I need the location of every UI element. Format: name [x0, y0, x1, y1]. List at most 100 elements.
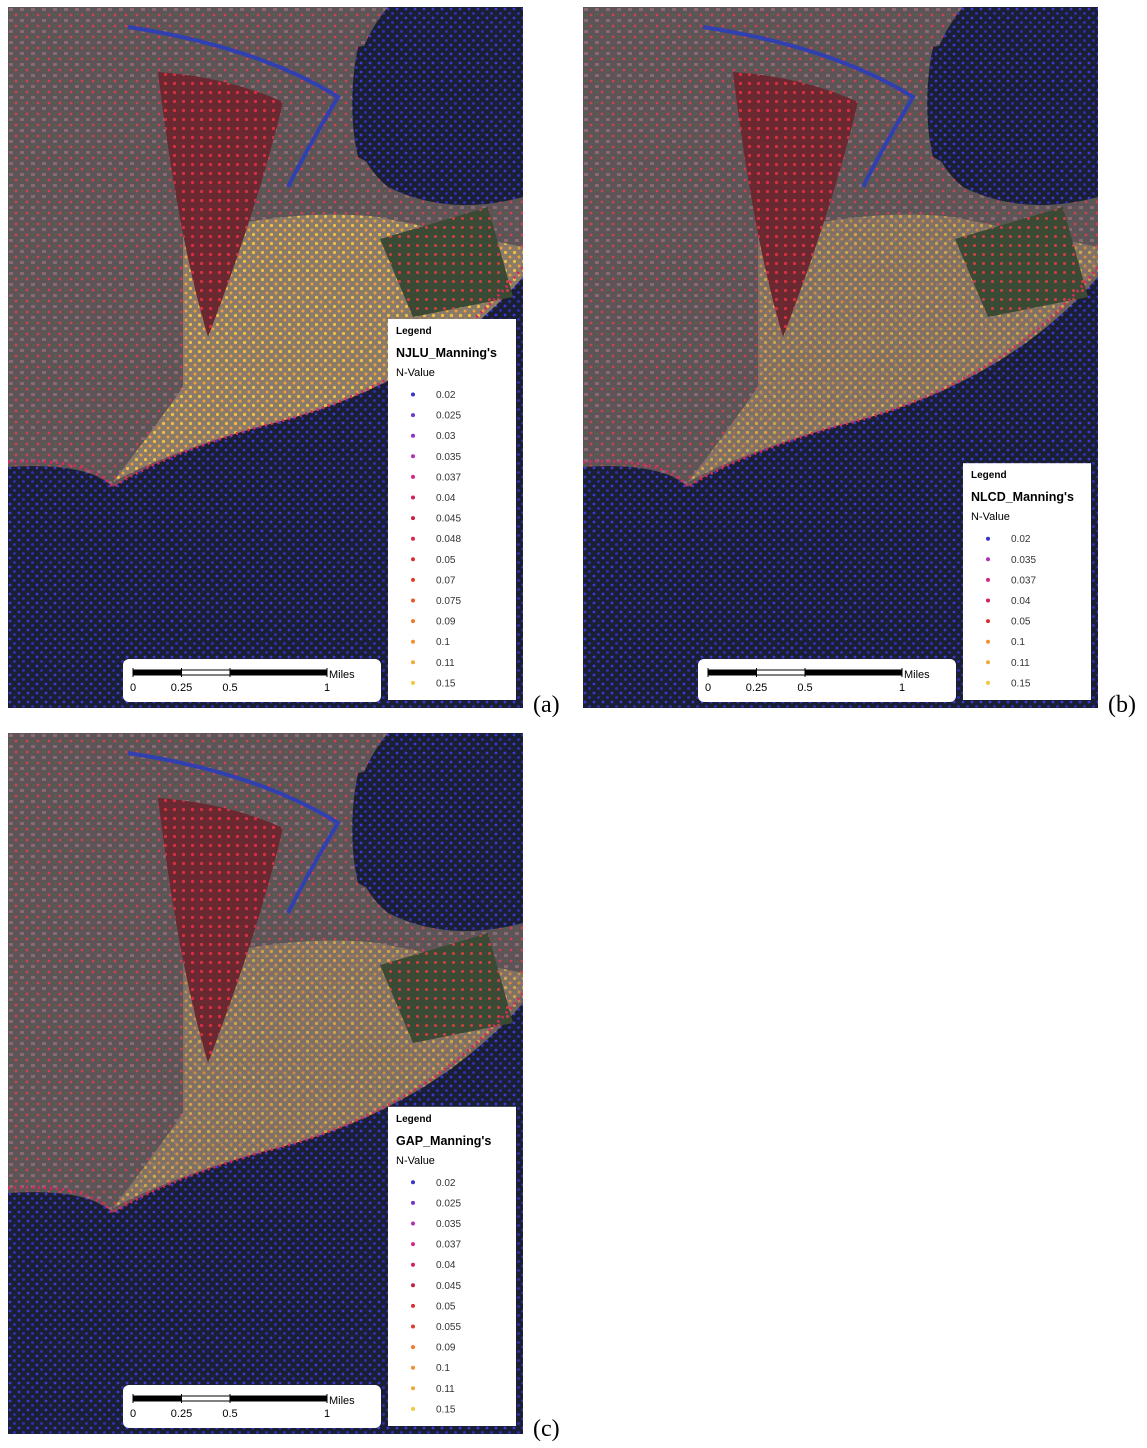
legend-label: 0.05 [1011, 617, 1031, 628]
legend-subtitle: N-Value [396, 1155, 435, 1167]
legend-swatch [411, 660, 415, 664]
legend-swatch [411, 393, 415, 397]
legend-swatch [411, 1366, 415, 1370]
legend-label: 0.037 [1011, 575, 1036, 586]
legend-swatch [986, 619, 990, 623]
legend-swatch [986, 557, 990, 561]
legend-label: 0.055 [436, 1322, 461, 1333]
legend-label: 0.04 [1011, 596, 1031, 607]
legend-swatch [986, 660, 990, 664]
legend-label: 0.04 [436, 1260, 456, 1271]
scale-segment [133, 670, 182, 675]
scale-label: 0.5 [222, 1408, 237, 1420]
scale-segment [133, 1396, 182, 1401]
legend-swatch [411, 640, 415, 644]
legend-label: 0.025 [436, 411, 461, 422]
legend-heading: Legend [396, 1114, 432, 1125]
legend-heading: Legend [396, 326, 432, 337]
scale-segment [182, 1396, 231, 1401]
legend-swatch [411, 1345, 415, 1349]
legend-subtitle: N-Value [971, 511, 1010, 523]
scale-segment [230, 670, 327, 675]
legend-label: 0.05 [436, 555, 456, 566]
scale-unit: Miles [329, 669, 355, 681]
legend-swatch [411, 1407, 415, 1411]
legend-label: 0.02 [1011, 534, 1031, 545]
legend-label: 0.07 [436, 575, 456, 586]
legend-swatch [411, 496, 415, 500]
scale-label: 0.25 [746, 682, 767, 694]
legend-label: 0.05 [436, 1301, 456, 1312]
map-panel: LegendNJLU_Manning'sN-Value0.020.0250.03… [8, 7, 523, 708]
legend-swatch [411, 1386, 415, 1390]
legend-swatch [986, 578, 990, 582]
scale-segment [708, 670, 757, 675]
legend-swatch [411, 1263, 415, 1267]
scale-unit: Miles [329, 1395, 355, 1407]
panel-label: (c) [533, 1416, 560, 1443]
legend-swatch [411, 1242, 415, 1246]
scale-label: 1 [899, 682, 905, 694]
legend-label: 0.09 [436, 617, 456, 628]
legend-swatch [986, 681, 990, 685]
scale-label: 0 [130, 1408, 136, 1420]
scale-unit: Miles [904, 669, 930, 681]
legend-label: 0.035 [436, 1219, 461, 1230]
legend-label: 0.048 [436, 534, 461, 545]
scale-label: 0 [705, 682, 711, 694]
legend-subtitle: N-Value [396, 367, 435, 379]
legend-label: 0.075 [436, 596, 461, 607]
legend-label: 0.045 [436, 1281, 461, 1292]
legend-swatch [411, 599, 415, 603]
scale-label: 0.5 [222, 682, 237, 694]
legend-heading: Legend [971, 470, 1007, 481]
scale-label: 0.25 [171, 682, 192, 694]
legend-label: 0.02 [436, 390, 456, 401]
legend-swatch [411, 434, 415, 438]
scale-label: 1 [324, 682, 330, 694]
legend-swatch [411, 413, 415, 417]
legend-label: 0.1 [436, 1363, 450, 1374]
legend-label: 0.025 [436, 1198, 461, 1209]
legend-label: 0.09 [436, 1343, 456, 1354]
legend-swatch [411, 454, 415, 458]
legend-label: 0.037 [436, 1240, 461, 1251]
legend-label: 0.11 [436, 1384, 455, 1395]
legend-label: 0.04 [436, 493, 456, 504]
legend-title: NJLU_Manning's [396, 346, 497, 360]
scale-segment [182, 670, 231, 675]
legend-label: 0.1 [436, 637, 450, 648]
legend-label: 0.15 [436, 1404, 456, 1415]
scale-label: 0.25 [171, 1408, 192, 1420]
scale-label: 0 [130, 682, 136, 694]
panel-label: (a) [533, 692, 560, 719]
legend-swatch [411, 1222, 415, 1226]
legend-swatch [411, 681, 415, 685]
legend-title: NLCD_Manning's [971, 490, 1074, 504]
legend-title: GAP_Manning's [396, 1134, 491, 1148]
legend-swatch [411, 578, 415, 582]
figure: LegendNJLU_Manning'sN-Value0.020.0250.03… [0, 0, 1147, 1448]
legend-swatch [411, 619, 415, 623]
scale-segment [757, 670, 806, 675]
legend-swatch [411, 1201, 415, 1205]
legend-label: 0.15 [436, 678, 456, 689]
legend-label: 0.02 [436, 1178, 456, 1189]
scale-segment [230, 1396, 327, 1401]
legend-swatch [411, 1304, 415, 1308]
scale-segment [805, 670, 902, 675]
scale-label: 0.5 [797, 682, 812, 694]
legend-label: 0.035 [1011, 555, 1036, 566]
legend-label: 0.045 [436, 514, 461, 525]
legend-swatch [411, 1180, 415, 1184]
legend-swatch [411, 475, 415, 479]
legend-label: 0.1 [1011, 637, 1025, 648]
legend-swatch [411, 1283, 415, 1287]
legend-swatch [986, 599, 990, 603]
legend-swatch [986, 640, 990, 644]
legend-swatch [411, 1325, 415, 1329]
legend-swatch [411, 537, 415, 541]
panel-label: (b) [1108, 692, 1136, 719]
